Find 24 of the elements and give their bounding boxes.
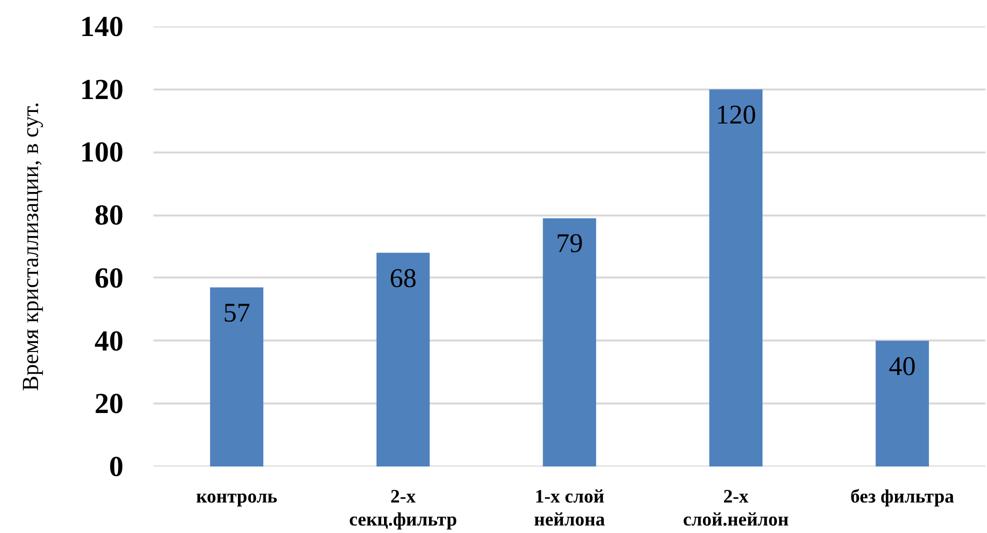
x-tick-label: 2-х секц.фильтр [349, 486, 458, 531]
y-axis-title: Время кристаллизации, в сут. [18, 102, 43, 391]
data-label: 57 [223, 297, 250, 328]
x-tick-label: контроль [196, 486, 278, 508]
data-label: 68 [390, 262, 417, 293]
bar [876, 340, 929, 466]
y-tick-label: 40 [94, 325, 124, 358]
x-tick-label: 1-х слой нейлона [534, 486, 606, 531]
x-tick-label: без фильтра [850, 486, 955, 508]
y-tick-label: 140 [80, 11, 124, 43]
bar [542, 218, 596, 466]
y-tick-label: 120 [80, 74, 124, 106]
y-tick-label: 80 [94, 200, 124, 232]
data-label: 40 [888, 350, 916, 381]
y-tick-label: 100 [80, 136, 124, 169]
data-label: 79 [556, 228, 583, 258]
data-label: 120 [716, 99, 756, 130]
x-tick-label: 2-х слой.нейлон [683, 486, 789, 531]
bar [376, 252, 430, 466]
y-tick-label: 0 [109, 451, 124, 483]
y-tick-label: 60 [94, 262, 124, 294]
y-tick-label: 20 [94, 388, 124, 420]
bar [709, 89, 763, 466]
bar [210, 287, 264, 466]
